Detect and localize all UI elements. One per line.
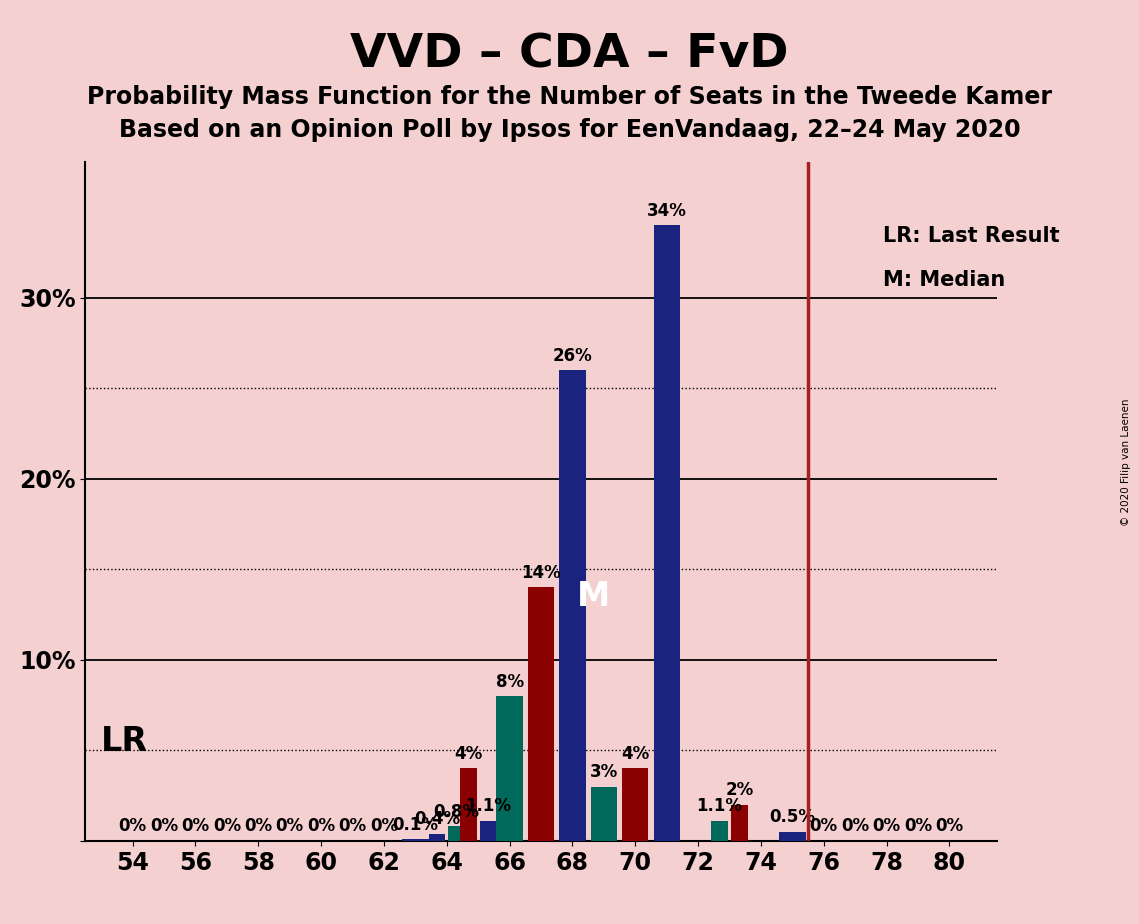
Text: 4%: 4% [621,745,649,763]
Text: 0%: 0% [308,818,335,835]
Text: 0%: 0% [338,818,367,835]
Bar [731,805,747,841]
Bar [591,786,617,841]
Text: 0%: 0% [370,818,398,835]
Text: 3%: 3% [590,763,618,781]
Text: 4%: 4% [454,745,483,763]
Text: 0%: 0% [904,818,932,835]
Text: 8%: 8% [495,673,524,690]
Bar [654,225,680,841]
Text: 26%: 26% [552,346,592,365]
Text: 0%: 0% [842,818,869,835]
Text: VVD – CDA – FvD: VVD – CDA – FvD [351,32,788,78]
Text: 0%: 0% [276,818,304,835]
Text: M: Median: M: Median [883,271,1005,290]
Text: 0.1%: 0.1% [392,816,439,833]
Text: 0.4%: 0.4% [413,810,460,828]
Text: 0%: 0% [181,818,210,835]
Text: 0%: 0% [150,818,178,835]
Text: 14%: 14% [522,564,560,582]
Text: 34%: 34% [647,201,687,220]
Text: M: M [577,580,611,613]
Text: 0.8%: 0.8% [434,803,480,821]
Text: LR: LR [101,724,148,758]
Bar [712,821,728,841]
Text: 0.5%: 0.5% [769,808,816,826]
Text: Probability Mass Function for the Number of Seats in the Tweede Kamer: Probability Mass Function for the Number… [87,85,1052,109]
Text: 1.1%: 1.1% [465,797,511,816]
Bar [622,769,648,841]
Text: © 2020 Filip van Laenen: © 2020 Filip van Laenen [1121,398,1131,526]
Text: 0%: 0% [213,818,240,835]
Bar [497,696,523,841]
Bar [480,821,497,841]
Bar [559,370,585,841]
Text: 0%: 0% [810,818,838,835]
Text: 0%: 0% [244,818,272,835]
Bar [460,769,476,841]
Bar [527,588,555,841]
Text: 2%: 2% [726,781,754,799]
Text: 0%: 0% [872,818,901,835]
Bar [428,833,445,841]
Bar [402,839,428,841]
Text: LR: Last Result: LR: Last Result [883,226,1059,246]
Bar [779,832,805,841]
Bar [449,826,465,841]
Text: Based on an Opinion Poll by Ipsos for EenVandaag, 22–24 May 2020: Based on an Opinion Poll by Ipsos for Ee… [118,118,1021,142]
Text: 0%: 0% [118,818,147,835]
Text: 0%: 0% [935,818,964,835]
Text: 1.1%: 1.1% [697,797,743,816]
